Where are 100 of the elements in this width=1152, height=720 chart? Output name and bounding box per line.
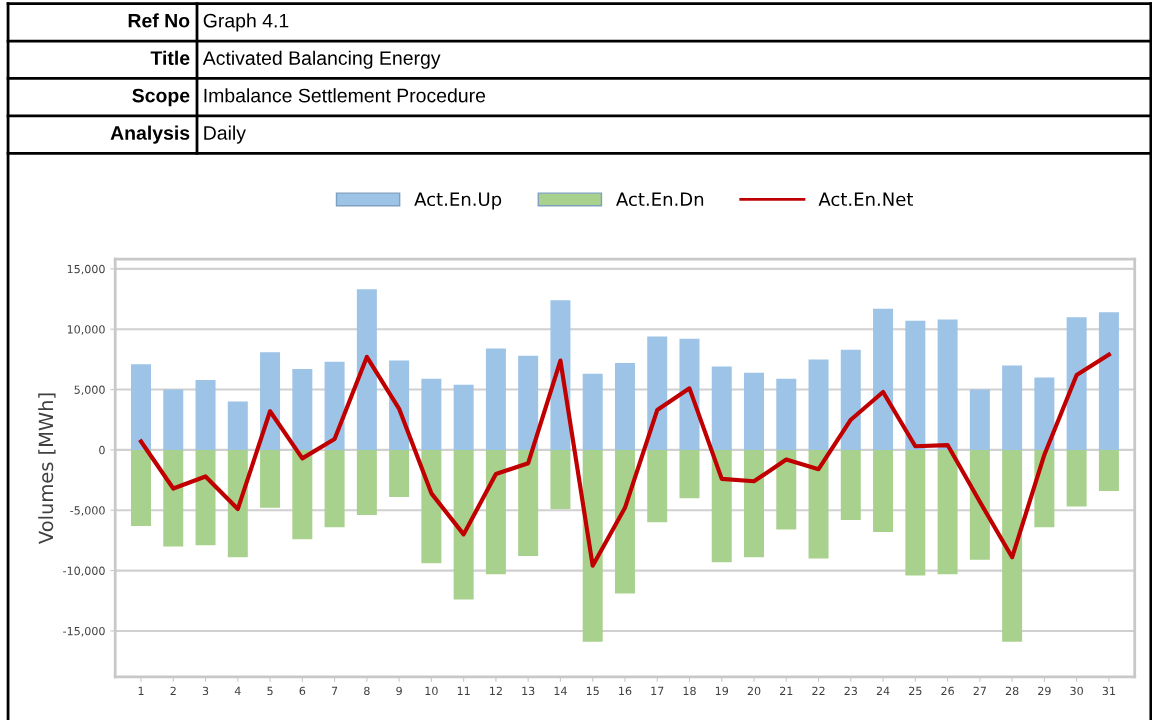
bar	[195, 449, 216, 546]
y-axis-title: Volumes [MWh]	[38, 393, 56, 544]
line-series	[138, 352, 1111, 568]
bar	[1002, 365, 1023, 450]
bar	[1098, 449, 1119, 491]
x-tick-label: 16	[619, 686, 632, 696]
bar	[808, 359, 829, 450]
y-tick-label: -10,000	[63, 566, 105, 577]
bar	[163, 389, 184, 450]
bar	[292, 369, 313, 450]
bar	[550, 449, 571, 510]
bar	[744, 372, 765, 450]
bar	[614, 449, 635, 594]
bar	[324, 449, 345, 528]
x-tick-label: 21	[780, 686, 793, 695]
bar	[518, 355, 539, 450]
bar	[518, 449, 539, 557]
bar	[647, 449, 668, 523]
bar	[195, 379, 216, 450]
x-tick-label: 14	[554, 686, 567, 695]
x-tick-label: 3	[202, 686, 209, 696]
bar	[453, 449, 474, 600]
bar	[227, 401, 248, 450]
bar	[873, 308, 894, 450]
x-tick-label: 31	[1102, 686, 1115, 696]
legend-label: Act.En.Dn	[616, 192, 704, 207]
legend-label: Act.En.Up	[414, 192, 502, 210]
bar	[421, 449, 442, 564]
text: Daily	[204, 125, 246, 144]
bar	[711, 366, 732, 450]
bar	[647, 336, 668, 450]
text: Imbalance Settlement Procedure	[204, 88, 486, 103]
x-tick-label: 25	[909, 686, 922, 696]
x-tick-label: 11	[457, 686, 470, 695]
text: Activated Balancing Energy	[202, 50, 441, 69]
bar	[905, 320, 926, 450]
text: Analysis	[110, 125, 190, 144]
bar	[905, 449, 926, 576]
x-tick-label: 13	[522, 686, 535, 696]
bar	[808, 449, 829, 559]
x-tick-label: 17	[651, 686, 664, 695]
bar	[421, 378, 442, 450]
bar	[840, 449, 861, 520]
bar	[679, 449, 700, 499]
bar	[776, 449, 797, 530]
x-tick-label: 9	[396, 686, 402, 696]
x-tick-label: 22	[812, 686, 825, 695]
bar	[1002, 449, 1023, 642]
bar	[227, 449, 248, 558]
text: Scope	[132, 88, 190, 107]
bar	[582, 373, 603, 450]
x-tick-label: 7	[331, 686, 338, 695]
bar	[582, 449, 603, 642]
bar	[840, 349, 861, 450]
x-tick-label: 5	[267, 686, 273, 696]
x-tick-label: 27	[973, 686, 986, 695]
x-tick-label: 15	[586, 686, 599, 696]
bar	[163, 449, 184, 547]
legend-label: Act.En.Net	[818, 192, 914, 207]
x-tick-label: 18	[683, 686, 696, 696]
bar	[744, 449, 765, 558]
x-tick-label: 12	[490, 686, 502, 695]
x-tick-label: 6	[299, 686, 306, 696]
y-tick-label: -5,000	[70, 506, 105, 516]
bar	[969, 449, 990, 560]
bar	[324, 361, 345, 450]
bar	[1034, 377, 1055, 450]
y-tick-label: -15,000	[63, 626, 105, 637]
x-tick-label: 8	[364, 686, 370, 696]
x-tick-label: 2	[170, 686, 176, 695]
bar	[1098, 312, 1119, 450]
bar	[485, 449, 506, 575]
x-tick-label: 26	[941, 686, 954, 696]
y-tick-label: 0	[99, 445, 105, 455]
y-tick-label: 15,000	[67, 264, 105, 275]
x-tick-label: 23	[844, 686, 857, 696]
bar	[131, 364, 152, 450]
text: Ref No	[128, 13, 190, 28]
bar	[260, 449, 281, 508]
y-tick-label: 5,000	[74, 385, 105, 396]
bar	[292, 449, 313, 540]
x-tick-label: 10	[425, 686, 438, 696]
x-tick-label: 28	[1005, 686, 1019, 696]
x-tick-label: 1	[138, 686, 144, 695]
bar	[679, 338, 700, 450]
bar	[873, 449, 894, 532]
x-tick-label: 24	[876, 686, 890, 695]
x-tick-label: 20	[747, 686, 761, 696]
x-tick-label: 30	[1070, 686, 1083, 696]
text: Title	[150, 50, 190, 65]
bar	[614, 363, 635, 450]
bar	[389, 449, 410, 497]
x-tick-label: 4	[234, 686, 241, 695]
bar	[485, 348, 506, 450]
bar	[131, 449, 152, 526]
bar	[1066, 317, 1087, 450]
bar	[776, 378, 797, 450]
x-tick-label: 19	[715, 686, 729, 696]
bar	[711, 449, 732, 563]
caption: Graph 4.1	[203, 13, 289, 32]
